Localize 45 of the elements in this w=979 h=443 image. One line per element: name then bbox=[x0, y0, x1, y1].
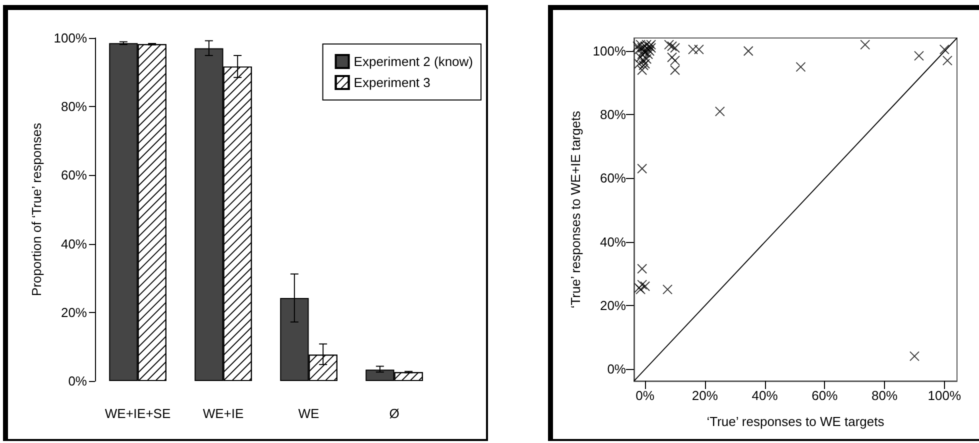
y-tick-label: 20% bbox=[600, 298, 626, 313]
point bbox=[796, 62, 806, 72]
y-tick-label: 20% bbox=[60, 304, 88, 320]
legend-label: Experiment 3 bbox=[354, 75, 430, 90]
y-tick-label: 60% bbox=[60, 168, 88, 183]
point bbox=[688, 44, 698, 54]
x-tick-label: WE+IE bbox=[202, 406, 244, 421]
x-tick-label: 100% bbox=[928, 388, 962, 403]
x-tick-label: 0% bbox=[636, 388, 655, 403]
y-tick-label: 80% bbox=[600, 107, 626, 122]
point bbox=[637, 280, 648, 290]
y-axis-title: Proportion of ‘True’ responses bbox=[28, 122, 44, 296]
x-tick-label: 80% bbox=[872, 388, 898, 403]
point bbox=[670, 42, 680, 53]
x-tick-label: WE bbox=[298, 406, 320, 421]
point bbox=[942, 56, 952, 66]
point bbox=[694, 44, 704, 54]
point bbox=[662, 284, 673, 294]
y-tick-label: 40% bbox=[600, 234, 626, 250]
x-tick-label: 40% bbox=[752, 388, 778, 403]
x-tick-label: Ø bbox=[389, 406, 400, 421]
point bbox=[637, 264, 648, 274]
point bbox=[664, 40, 674, 50]
y-tick-label: 100% bbox=[592, 44, 626, 59]
y-tick-label: 100% bbox=[54, 30, 88, 46]
x-tick-label: WE+IE+SE bbox=[104, 406, 171, 421]
point bbox=[637, 164, 648, 174]
y-tick-label: 60% bbox=[600, 170, 626, 186]
point bbox=[860, 40, 870, 50]
legend-label: Experiment 2 (know) bbox=[354, 54, 474, 69]
y-tick-label: 40% bbox=[60, 236, 88, 252]
point bbox=[914, 50, 924, 61]
point bbox=[743, 46, 754, 56]
y-tick-label: 0% bbox=[607, 361, 626, 376]
y-tick-label: 80% bbox=[60, 99, 88, 114]
y-axis-title: ‘True’ responses to WE+IE targets bbox=[568, 110, 583, 308]
point bbox=[640, 281, 650, 292]
x-axis-title: ‘True’ responses to WE targets bbox=[706, 414, 885, 429]
y-tick-label: 0% bbox=[68, 374, 88, 388]
x-tick-label: 20% bbox=[692, 388, 718, 403]
point bbox=[909, 351, 920, 362]
point bbox=[634, 58, 644, 69]
point bbox=[714, 106, 725, 116]
point bbox=[939, 44, 950, 54]
x-tick-label: 60% bbox=[812, 388, 838, 403]
